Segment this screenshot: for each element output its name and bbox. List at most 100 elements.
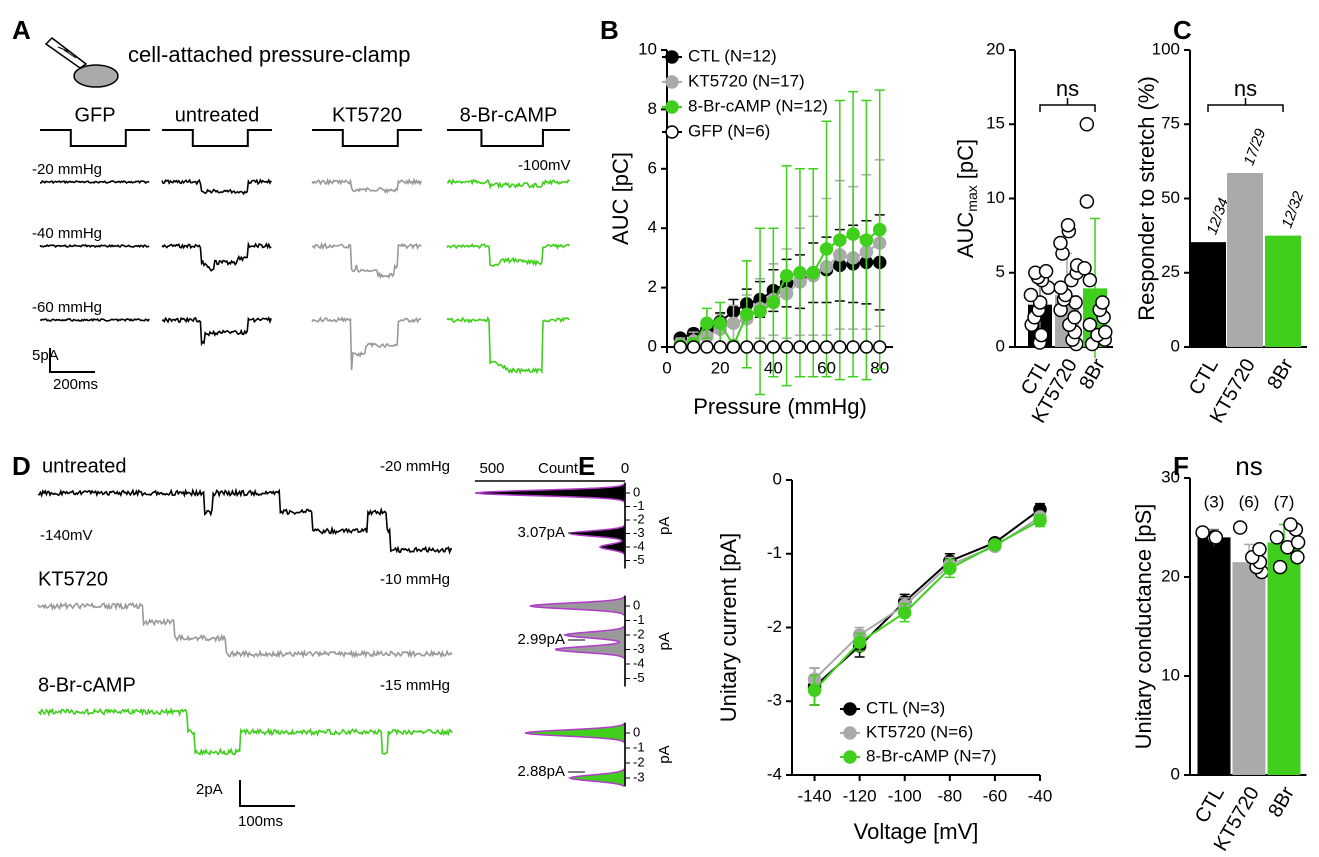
current-trace [37, 707, 453, 756]
data-point [846, 227, 860, 241]
bar [1267, 542, 1301, 775]
pressure-label: -60 mmHg [32, 299, 102, 316]
row-label: 8-Br-cAMP [38, 674, 136, 696]
current-trace [161, 178, 272, 196]
y-tick-label: -2 [767, 617, 782, 636]
current-trace [39, 243, 150, 249]
data-point [713, 316, 727, 330]
scale-label: 200ms [53, 376, 98, 393]
data-point [943, 561, 957, 576]
data-point [819, 340, 834, 354]
y-tick-label: -3 [767, 691, 782, 710]
hist-unit: pA [656, 632, 673, 650]
hist-tick-label: -4 [633, 538, 645, 553]
pipette-icon [44, 37, 119, 88]
annotation: ns [1056, 76, 1079, 101]
value-label: 17/29 [1241, 126, 1270, 168]
data-point [779, 340, 794, 354]
data-point [806, 340, 820, 354]
protocol-step [162, 129, 272, 147]
y-tick-label: 0 [1171, 336, 1180, 355]
legend-label: 8-Br-cAMP (N=12) [688, 96, 828, 115]
data-point [807, 683, 822, 697]
data-point [1038, 264, 1054, 279]
x-tick-label: -60 [983, 786, 1008, 805]
data-point [793, 340, 807, 354]
panel-label: B [600, 15, 619, 45]
data-point [1079, 117, 1095, 132]
data-point [846, 340, 860, 354]
data-point [1053, 280, 1069, 295]
current-trace [446, 178, 570, 190]
hist-tick-label: -3 [633, 769, 645, 784]
current-trace [311, 316, 422, 371]
x-tick-label: -120 [843, 786, 877, 805]
pressure-label: -40 mmHg [32, 225, 102, 242]
protocol-step [312, 129, 422, 147]
y-tick-label: 0 [1171, 764, 1180, 783]
peak-label: 2.99pA [517, 631, 565, 648]
y-tick-label: 15 [986, 114, 1005, 133]
data-point [686, 340, 701, 354]
data-point [673, 340, 688, 354]
hist-tick-label: -3 [633, 641, 645, 656]
hist-tick-label: -1 [633, 739, 645, 754]
current-trace [37, 487, 452, 555]
data-point [1272, 559, 1288, 575]
scale-label: 5pA [32, 347, 59, 364]
y-axis-label: AUC [pC] [608, 152, 633, 245]
data-point [1232, 520, 1248, 535]
hist-tick-label: 0 [633, 724, 640, 739]
y-tick-label: 25 [1161, 262, 1180, 281]
bar [1197, 537, 1231, 775]
x-tick-label: -80 [938, 786, 963, 805]
legend-label: KT5720 (N=17) [688, 71, 805, 90]
legend-marker [665, 50, 679, 64]
y-tick-label: 8 [648, 99, 657, 118]
data-point [859, 340, 874, 354]
legend-label: KT5720 (N=6) [866, 722, 973, 741]
data-point [1082, 317, 1098, 332]
condition-label: GFP [74, 104, 115, 126]
data-point [1053, 235, 1068, 251]
data-point [859, 233, 874, 247]
x-tick-label: 8Br [1075, 355, 1110, 393]
y-tick-label: 20 [986, 39, 1005, 58]
row-label: untreated [42, 455, 127, 477]
data-point [753, 340, 767, 354]
current-trace [161, 316, 272, 347]
data-point [1195, 525, 1210, 540]
data-point [753, 304, 767, 319]
annotation: ns [1234, 76, 1257, 101]
data-point [726, 340, 741, 354]
data-point [1269, 530, 1285, 545]
data-point [766, 340, 781, 354]
legend-marker [665, 100, 679, 114]
y-tick-label: 75 [1161, 114, 1180, 133]
y-tick-label: 100 [1152, 39, 1180, 58]
x-tick-label: CTL [1185, 355, 1223, 399]
panel-label: E [578, 451, 595, 481]
y-tick-label: 10 [986, 188, 1005, 207]
bar [1227, 172, 1263, 347]
data-point [1060, 217, 1076, 233]
data-point [700, 340, 714, 354]
bar [1232, 562, 1266, 775]
data-point [988, 538, 1002, 552]
hist-count-label: 0 [621, 460, 629, 477]
x-tick-label: 20 [711, 358, 730, 377]
y-tick-label: 4 [648, 218, 657, 237]
hist-tick-label: -1 [633, 498, 645, 513]
y-axis-label-sub: max [964, 185, 980, 211]
hist-tick-label: -5 [633, 552, 645, 567]
y-tick-label: 10 [1161, 665, 1180, 684]
data-point [766, 295, 781, 310]
legend-marker [843, 726, 857, 740]
legend-marker [843, 750, 857, 764]
data-point [1082, 272, 1098, 288]
hist-tick-label: 0 [633, 597, 640, 612]
data-point [872, 222, 887, 237]
x-axis-label: Voltage [mV] [854, 819, 979, 844]
current-trace [37, 601, 453, 659]
condition-label: KT5720 [332, 104, 402, 126]
